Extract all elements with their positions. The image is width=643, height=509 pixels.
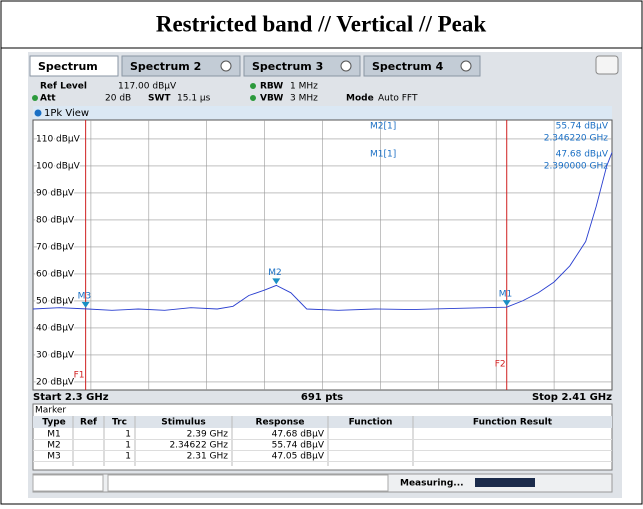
tab-close[interactable] [460,60,472,72]
setting: SWT [148,94,171,104]
tab-label: Spectrum [38,60,98,73]
setting: Att [40,94,56,104]
readout-name: M2[1] [370,122,396,132]
column-header: Response [256,418,305,428]
table-cell: 1 [125,452,131,462]
column-header: Stimulus [161,418,206,428]
column-header: Ref [80,418,97,428]
tab-close[interactable] [220,60,232,72]
readout-level: 55.74 dBµV [556,122,609,132]
x-points: 691 pts [301,392,343,403]
readout-level: 47.68 dBµV [556,150,609,160]
freq-line-label: F2 [495,360,506,370]
table-cell: 1 [125,430,131,440]
title: Restricted band // Vertical // Peak [156,11,486,36]
marker-label: M1 [499,290,513,300]
marker [502,300,511,307]
table-cell: 1 [125,441,131,451]
setting: 20 dB [105,94,131,104]
led [32,95,38,101]
trace [32,152,613,311]
tab[interactable] [121,55,241,77]
setting: VBW [260,94,283,104]
setting: RBW [260,82,283,92]
view-label: 1Pk View [44,108,89,119]
tab-label: Spectrum 3 [252,60,323,73]
table-cell: M3 [47,452,61,462]
readout-name: M1[1] [370,150,396,160]
column-header: Type [42,418,65,428]
y-tick-label: 40 dBµV [36,323,75,333]
setting: 1 MHz [290,82,318,92]
led [250,95,256,101]
table-cell: 47.05 dBµV [272,452,325,462]
x-stop: Stop 2.41 GHz [532,392,612,403]
marker-label: M3 [78,291,92,301]
column-header: Trc [112,418,127,428]
menu-icon[interactable] [595,55,619,75]
tab-close[interactable] [340,60,352,72]
y-tick-label: 100 dBµV [36,161,81,171]
y-tick-label: 50 dBµV [36,296,75,306]
freq-line-label: F1 [74,371,85,381]
readout-freq: 2.390000 GHz [544,162,609,172]
status-field [32,474,104,492]
x-start: Start 2.3 GHz [33,392,109,403]
view-bar [33,106,612,120]
table-cell: 2.31 GHz [187,452,229,462]
tab[interactable] [363,55,481,77]
y-tick-label: 30 dBµV [36,350,75,360]
table-cell: M2 [47,441,61,451]
led [250,83,256,89]
y-tick-label: 60 dBµV [36,269,75,279]
y-tick-label: 80 dBµV [36,215,75,225]
y-tick-label: 20 dBµV [36,377,75,387]
table-title: Marker [35,406,66,416]
view-dot [34,109,42,117]
tab-label: Spectrum 2 [130,60,201,73]
setting: Ref Level [40,82,87,92]
table-cell: 2.39 GHz [187,430,229,440]
progress [475,478,535,487]
status-field [107,474,389,492]
y-tick-label: 70 dBµV [36,242,75,252]
table-cell: 55.74 dBµV [272,441,325,451]
status: Measuring... [400,479,464,489]
setting: 15.1 µs [177,94,211,104]
table-cell: 47.68 dBµV [272,430,325,440]
column-header: Function [349,418,393,428]
marker [81,301,90,308]
tab[interactable] [243,55,361,77]
table-header [33,416,612,428]
tab[interactable] [29,55,119,77]
setting: 117.00 dBµV [118,82,177,92]
marker-table [32,403,613,471]
marker-label: M2 [268,268,282,278]
y-tick-label: 90 dBµV [36,188,75,198]
marker [272,278,281,285]
table-cell: 2.34622 GHz [169,441,228,451]
setting: Auto FFT [378,94,418,104]
y-tick-label: 110 dBµV [36,134,81,144]
tab-label: Spectrum 4 [372,60,444,73]
setting: Mode [346,94,374,104]
readout-freq: 2.346220 GHz [544,134,609,144]
setting: 3 MHz [290,94,318,104]
column-header: Function Result [473,418,553,428]
table-cell: M1 [47,430,61,440]
